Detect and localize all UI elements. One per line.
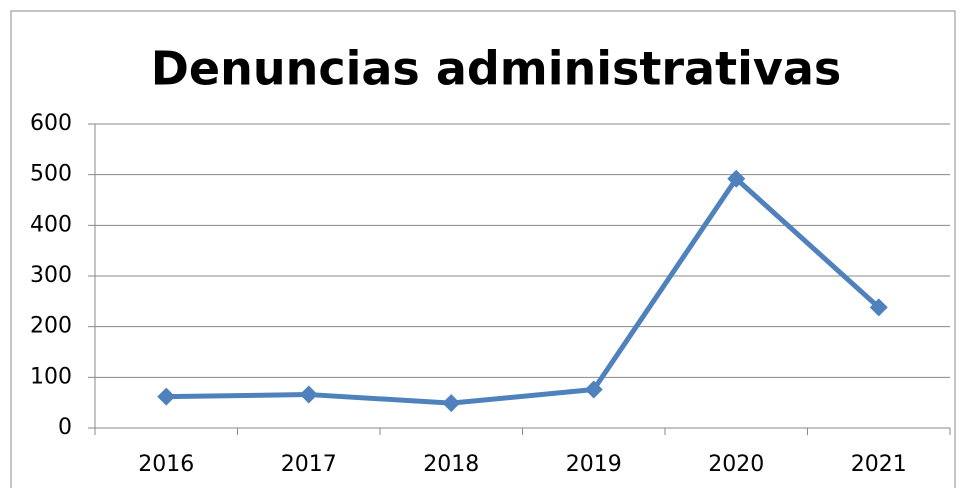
y-tick-label: 300 — [30, 263, 72, 288]
y-tick-label: 400 — [30, 212, 72, 237]
x-tick-label: 2020 — [708, 452, 764, 477]
y-tick-label: 0 — [58, 415, 72, 440]
x-tick-label: 2017 — [281, 452, 337, 477]
y-tick-label: 500 — [30, 162, 72, 187]
marker — [157, 387, 176, 406]
x-tick-label: 2019 — [566, 452, 622, 477]
chart-title: Denuncias administrativas — [151, 42, 842, 96]
marker — [869, 298, 888, 317]
chart-border — [10, 10, 956, 488]
y-tick-label: 100 — [30, 364, 72, 389]
marker — [727, 169, 746, 188]
line — [166, 176, 881, 406]
y-tick-label: 200 — [30, 314, 72, 339]
marker — [442, 394, 461, 413]
marker — [584, 380, 603, 399]
y-tick-label: 600 — [30, 111, 72, 136]
marker — [299, 385, 318, 404]
x-tick-label: 2016 — [138, 452, 194, 477]
x-tick-label: 2018 — [423, 452, 479, 477]
x-tick-label: 2021 — [851, 452, 907, 477]
